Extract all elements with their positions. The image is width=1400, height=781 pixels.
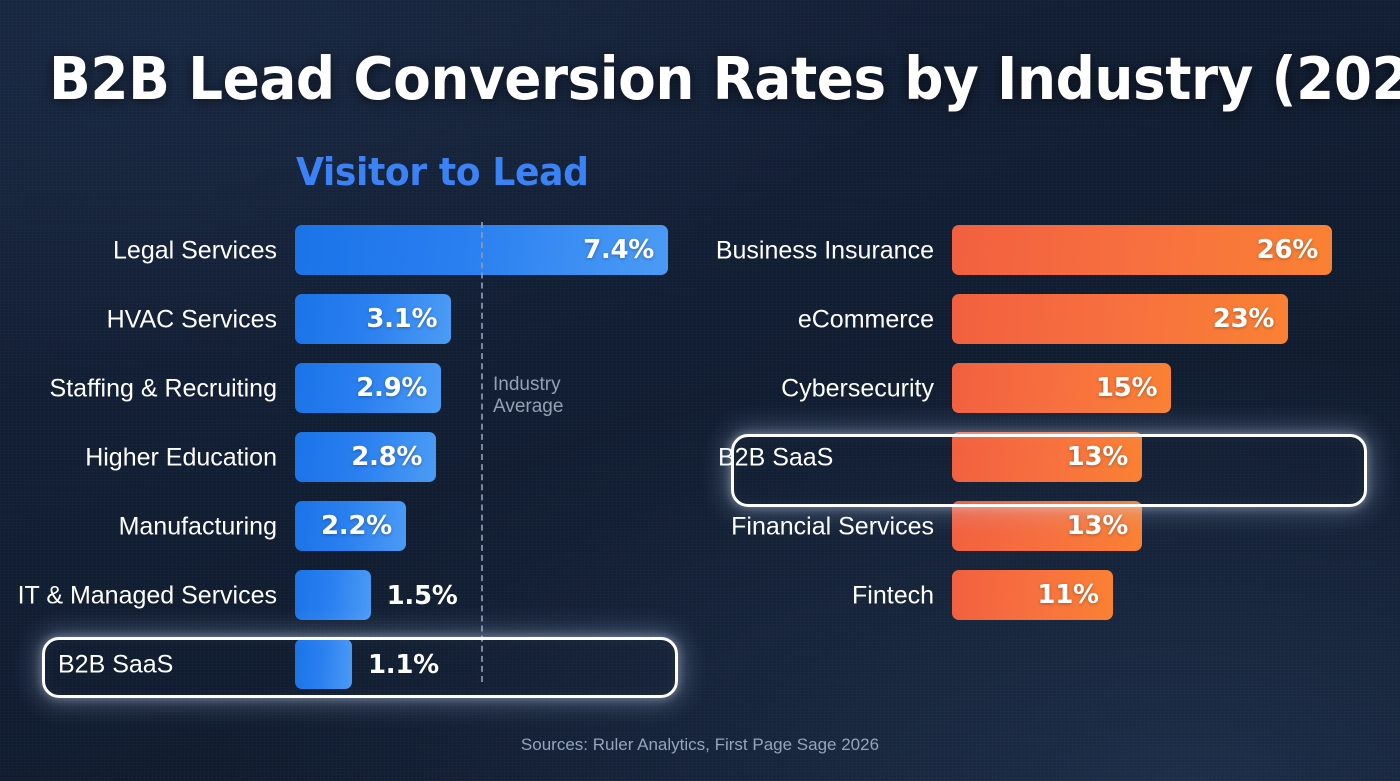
bar-value-label: 13% <box>1066 442 1129 472</box>
bar-fill: 2.2% <box>295 501 406 551</box>
panel-title-visitor-to-lead: Visitor to Lead <box>296 150 589 194</box>
bar-fill: 3.1% <box>295 294 452 344</box>
bar-track: 15% <box>952 363 1172 413</box>
bar-row: Manufacturing 2.2% <box>0 492 700 561</box>
bar-fill: 15% <box>952 363 1172 413</box>
bar-category-label: Staffing & Recruiting <box>49 374 277 402</box>
industry-average-label: Industry Average <box>493 374 564 417</box>
bar-row: B2B SaaS 1.1% <box>0 630 700 699</box>
bar-category-label: Manufacturing <box>118 512 277 540</box>
bar-value-label: 1.1% <box>368 649 439 680</box>
bar-value-label: 26% <box>1256 235 1319 265</box>
bar-track: 2.2% <box>295 501 406 551</box>
bar-category-label: eCommerce <box>797 305 934 333</box>
bar-value-label: 2.8% <box>351 442 423 472</box>
bar-rows-mql-to-sql: Business Insurance 26% eCommerce 23% Cyberse… <box>700 216 1400 630</box>
bar-category-label: Financial Services <box>731 512 934 540</box>
bar-category-label: B2B SaaS <box>58 650 174 678</box>
bar-track: 2.9% <box>295 363 442 413</box>
bar-row: Financial Services 13% <box>700 492 1400 561</box>
bar-category-label: Business Insurance <box>715 236 934 264</box>
bar-value-label: 13% <box>1066 511 1129 541</box>
bar-row: HVAC Services 3.1% <box>0 285 700 354</box>
bar-value-label: 3.1% <box>366 304 438 334</box>
bar-track: 13% <box>952 501 1142 551</box>
bar-value-label: 23% <box>1212 304 1275 334</box>
bar-row: B2B SaaS 13% <box>700 423 1400 492</box>
bar-track: 26% <box>952 225 1332 275</box>
bar-fill: 2.8% <box>295 432 437 482</box>
bar-fill: 23% <box>952 294 1289 344</box>
bar-row: Legal Services 7.4% <box>0 216 700 285</box>
bar-fill: 11% <box>952 570 1113 620</box>
sources-footer: Sources: Ruler Analytics, First Page Sag… <box>520 735 880 754</box>
bar-track: 2.8% <box>295 432 437 482</box>
bar-track: 23% <box>952 294 1289 344</box>
bar-fill: 13% <box>952 432 1142 482</box>
bar-category-label: Higher Education <box>85 443 277 471</box>
industry-average-line <box>481 222 483 682</box>
bar-value-label: 11% <box>1037 580 1099 610</box>
bar-row: Business Insurance 26% <box>700 216 1400 285</box>
bar-fill: 2.9% <box>295 363 442 413</box>
bar-category-label: HVAC Services <box>106 305 277 333</box>
bar-track <box>295 639 352 689</box>
bar-category-label: Fintech <box>852 581 934 609</box>
bar-row: Cybersecurity 15% <box>700 354 1400 423</box>
bar-fill <box>295 639 352 689</box>
bar-fill: 26% <box>952 225 1332 275</box>
bar-track: 3.1% <box>295 294 452 344</box>
bar-category-label: Legal Services <box>113 236 277 264</box>
bar-track: 11% <box>952 570 1113 620</box>
bar-fill <box>295 570 371 620</box>
bar-row: Higher Education 2.8% <box>0 423 700 492</box>
bar-value-label: 2.9% <box>356 373 428 403</box>
bar-value-label: 15% <box>1095 373 1158 403</box>
bar-category-label: Cybersecurity <box>781 374 934 402</box>
bar-fill: 13% <box>952 501 1142 551</box>
bar-rows-visitor-to-lead: Legal Services 7.4% HVAC Services 3.1% Staff… <box>0 216 700 699</box>
bar-track <box>295 570 371 620</box>
bar-value-label: 7.4% <box>583 235 654 265</box>
bar-row: IT & Managed Services 1.5% <box>0 561 700 630</box>
bar-value-label: 2.2% <box>320 511 392 541</box>
bar-track: 13% <box>952 432 1142 482</box>
page-title: B2B Lead Conversion Rates by Industry (2… <box>49 44 1400 113</box>
bar-row: eCommerce 23% <box>700 285 1400 354</box>
bar-row: Fintech 11% <box>700 561 1400 630</box>
bar-row: Staffing & Recruiting 2.9% <box>0 354 700 423</box>
bar-category-label: IT & Managed Services <box>17 581 277 609</box>
bar-category-label: B2B SaaS <box>718 443 834 471</box>
bar-value-label: 1.5% <box>386 580 458 611</box>
